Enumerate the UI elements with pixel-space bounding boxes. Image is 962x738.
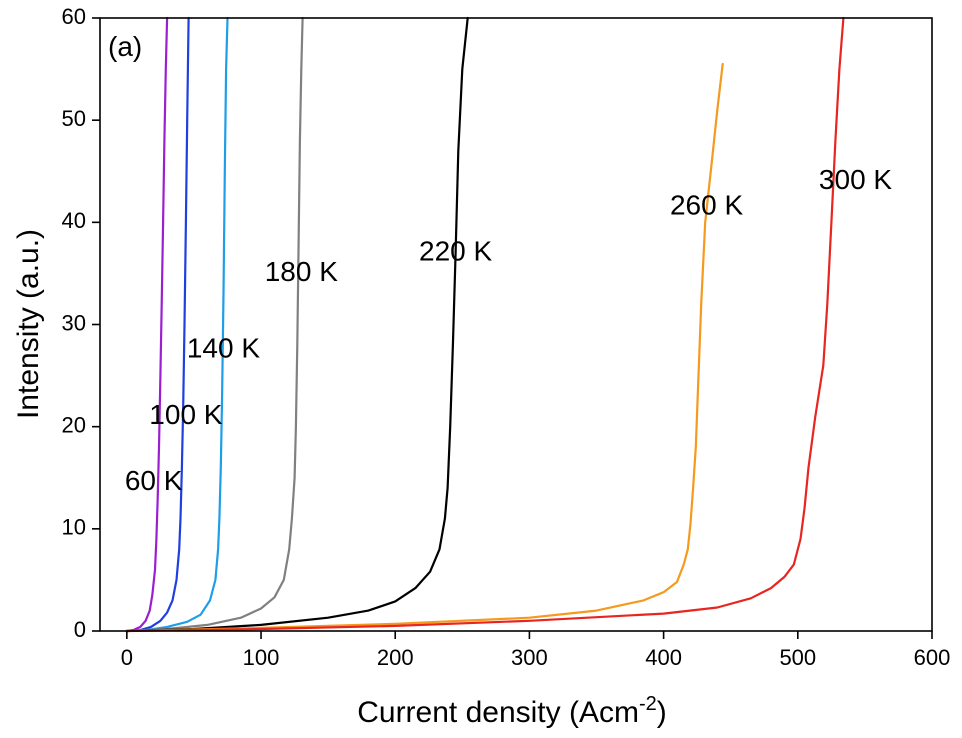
x-axis-title-sup: -2: [639, 693, 657, 715]
series-line-60-k: [125, 16, 169, 633]
x-tick-label: 200: [377, 645, 414, 670]
panel-label: (a): [108, 31, 142, 62]
x-tick-label: 0: [121, 645, 133, 670]
y-tick-label: 10: [62, 515, 86, 540]
y-axis-title: Intensity (a.u.): [12, 229, 45, 419]
series-label-300-k: 300 K: [819, 164, 892, 195]
x-tick-label: 400: [645, 645, 682, 670]
series-line-180-k: [125, 16, 304, 633]
y-tick-label: 50: [62, 106, 86, 131]
y-tick-label: 30: [62, 310, 86, 335]
series-label-180-k: 180 K: [265, 256, 338, 287]
series-label-60-k: 60 K: [125, 465, 183, 496]
x-tick-label: 500: [779, 645, 816, 670]
series-line-260-k: [125, 62, 724, 633]
y-tick-label: 60: [62, 4, 86, 29]
x-axis-title-end: ): [657, 696, 667, 729]
series-label-220-k: 220 K: [419, 235, 492, 266]
series-label-260-k: 260 K: [670, 189, 743, 220]
x-axis-title-main: Current density (Acm: [357, 696, 639, 729]
x-tick-label: 100: [243, 645, 280, 670]
x-tick-label: 300: [511, 645, 548, 670]
y-tick-label: 20: [62, 412, 86, 437]
series-line-140-k: [125, 16, 229, 633]
series-layer: [125, 16, 845, 633]
series-line-220-k: [125, 16, 469, 633]
y-tick-label: 0: [74, 617, 86, 642]
labels-layer: 60 K 100 K 140 K 180 K 220 K 260 K 300 K: [125, 164, 893, 496]
series-line-100-k: [125, 16, 190, 633]
series-line-300-k: [125, 16, 845, 633]
x-axis-title: Current density (Acm-2): [357, 693, 667, 729]
x-tick-label: 600: [914, 645, 951, 670]
ticks-layer: 0 100 200 300 400 500 600 0 10 20 30 40 50 60: [62, 4, 951, 670]
series-label-140-k: 140 K: [187, 332, 260, 363]
series-label-100-k: 100 K: [149, 399, 222, 430]
y-tick-label: 40: [62, 208, 86, 233]
